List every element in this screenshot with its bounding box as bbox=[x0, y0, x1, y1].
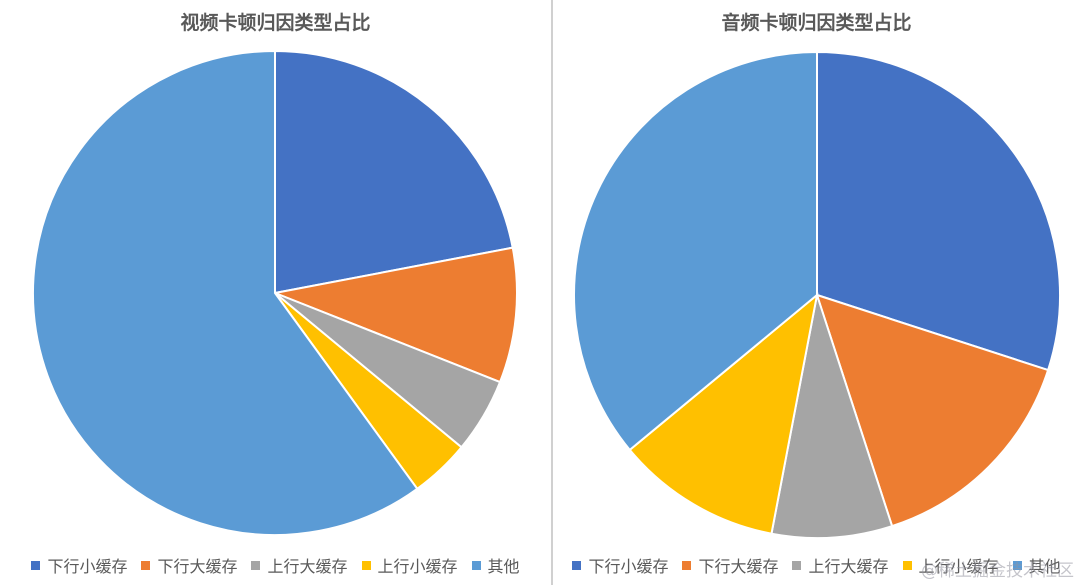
legend-swatch bbox=[471, 560, 481, 570]
pie-slice-2 bbox=[815, 293, 1050, 528]
legend-item: 其他 bbox=[1012, 553, 1061, 577]
legend-swatch bbox=[1012, 560, 1022, 570]
pie-slice-3 bbox=[770, 294, 894, 539]
legend-item: 下行大缓存 bbox=[682, 553, 778, 577]
pie-chart bbox=[573, 50, 1061, 539]
video-stall-chart: 视频卡顿归因类型占比 下行小缓存 下行大缓存 上行大缓存 上行小缓存 其他 bbox=[0, 12, 551, 577]
legend-item: 上行小缓存 bbox=[902, 553, 999, 577]
divider bbox=[551, 0, 553, 585]
pie-slice-1 bbox=[816, 50, 1061, 372]
legend-item: 上行小缓存 bbox=[361, 553, 458, 577]
legend-item: 下行大缓存 bbox=[141, 553, 237, 577]
legend-label: 其他 bbox=[487, 557, 520, 576]
legend-label: 下行大缓存 bbox=[698, 557, 779, 576]
legend-label: 上行小缓存 bbox=[377, 557, 458, 576]
legend-swatch bbox=[902, 560, 912, 570]
legend-label: 上行大缓存 bbox=[267, 557, 348, 576]
legend-swatch bbox=[792, 560, 802, 570]
legend-item: 下行小缓存 bbox=[572, 553, 668, 577]
legend-item: 上行大缓存 bbox=[792, 553, 889, 577]
legend-swatch bbox=[682, 560, 692, 570]
pie-chart bbox=[32, 49, 518, 536]
legend-item: 上行大缓存 bbox=[251, 553, 348, 577]
legend-swatch bbox=[572, 560, 582, 570]
pie-slice-4 bbox=[628, 292, 819, 535]
pie-slice-1 bbox=[274, 49, 514, 295]
legend-label: 下行小缓存 bbox=[47, 557, 128, 576]
legend-swatch bbox=[251, 560, 261, 570]
legend-item: 其他 bbox=[471, 553, 520, 577]
watermark: @稀土掘金技术社区 bbox=[921, 561, 1074, 581]
legend: 下行小缓存 下行大缓存 上行大缓存 上行小缓存 其他 bbox=[553, 553, 1080, 577]
chart-title: 音频卡顿归因类型占比 bbox=[721, 12, 912, 34]
audio-stall-chart: 音频卡顿归因类型占比 下行小缓存 下行大缓存 上行大缓存 上行小缓存 其他 bbox=[553, 0, 1080, 585]
legend: 下行小缓存 下行大缓存 上行大缓存 上行小缓存 其他 bbox=[0, 553, 551, 577]
legend-label: 其他 bbox=[1028, 557, 1061, 576]
chart-title: 视频卡顿归因类型占比 bbox=[180, 12, 371, 34]
legend-swatch bbox=[141, 560, 151, 570]
legend-swatch bbox=[31, 560, 41, 570]
legend-swatch bbox=[361, 560, 371, 570]
legend-item: 下行小缓存 bbox=[31, 553, 127, 577]
pie-slice-5 bbox=[32, 49, 419, 536]
legend-label: 上行大缓存 bbox=[808, 557, 889, 576]
pie-slice-5 bbox=[573, 50, 818, 452]
pie-slice-2 bbox=[271, 246, 518, 384]
legend-label: 上行小缓存 bbox=[918, 557, 999, 576]
legend-label: 下行小缓存 bbox=[588, 557, 669, 576]
legend-label: 下行大缓存 bbox=[157, 557, 238, 576]
